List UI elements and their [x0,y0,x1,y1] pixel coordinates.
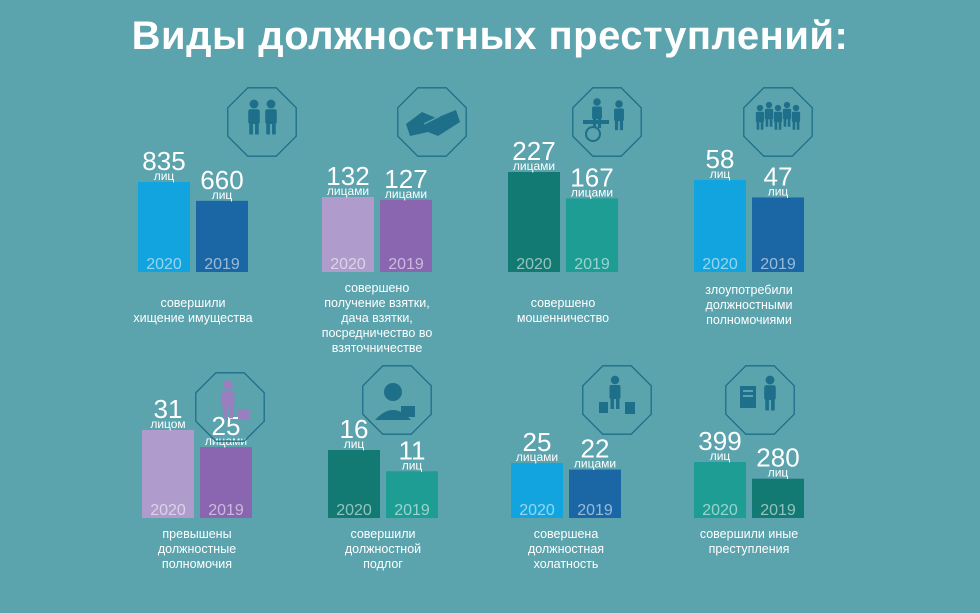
police-document-icon [725,365,795,435]
bar-value-label: 227 [512,136,555,166]
bar-unit-label: лицами [513,159,555,173]
bar-2020 [138,182,190,272]
bar-unit-label: лиц [768,184,789,198]
chart-description: превышены должностные полномочия [157,527,237,571]
chart-description: совершено получение взятки, дача взятки,… [321,281,433,355]
bar-year-label: 2020 [146,256,182,273]
bar-2020 [694,462,746,518]
bar-2019 [752,197,804,272]
bar-2019 [196,200,248,272]
bar-2019 [386,471,438,518]
bar-year-label: 2019 [760,502,796,519]
bar-value-label: 835 [142,146,185,176]
bar-value-label: 47 [764,161,793,191]
page-title: Виды должностных преступлений: [131,14,849,58]
officer-icon [362,365,432,435]
bar-year-label: 2020 [330,256,366,273]
bar-year-label: 2019 [204,256,240,273]
bar-unit-label: лиц [154,169,175,183]
bar-year-label: 2020 [150,502,186,519]
bar-unit-label: лиц [710,449,731,463]
bar-year-label: 2020 [702,502,738,519]
bar-2020 [694,180,746,272]
person-with-bags-icon [582,365,652,435]
bar-year-label: 2020 [519,502,555,519]
money-exchange-icon [572,87,642,157]
bar-unit-label: лицами [385,187,427,201]
bar-unit-label: лицом [150,417,185,431]
bar-unit-label: лиц [768,466,789,480]
bar-unit-label: лицами [327,184,369,198]
crowd-icon [743,87,813,157]
bar-unit-label: лицами [571,185,613,199]
bar-2019 [380,199,432,272]
bar-2020 [508,172,560,272]
bar-value-label: 16 [340,414,369,444]
bar-value-label: 167 [570,162,613,192]
icon-frame [397,87,467,157]
chart-description: совершили хищение имущества [133,296,253,325]
bar-value-label: 58 [706,144,735,174]
icon-frame [572,87,642,157]
bar-value-label: 280 [756,443,799,473]
chart-description: совершено мошенничество [516,296,610,325]
icon-frame [362,365,432,435]
bar-2020 [142,430,194,518]
two-people-icon [227,87,297,157]
bar-unit-label: лиц [344,437,365,451]
bar-year-label: 2019 [388,256,424,273]
icon-frame [227,87,297,157]
handshake-icon [397,87,467,157]
icon-frame [582,365,652,435]
businessman-icon [195,372,265,442]
bar-2020 [328,450,380,518]
bar-2019 [566,198,618,272]
bar-year-label: 2020 [336,502,372,519]
bar-value-label: 399 [698,426,741,456]
bar-year-label: 2019 [760,256,796,273]
bar-year-label: 2020 [702,256,738,273]
icon-frame [195,372,265,442]
bar-2019 [569,469,621,518]
bar-unit-label: лиц [212,188,233,202]
bar-2019 [752,478,804,518]
bar-2020 [322,197,374,272]
bar-value-label: 22 [581,434,610,464]
bar-value-label: 132 [326,161,369,191]
chart-description: совершили должностной подлог [344,527,422,571]
bar-year-label: 2019 [577,502,613,519]
bar-value-label: 31 [154,394,183,424]
chart-description: злоупотребили должностными полномочиями [705,283,793,327]
bar-unit-label: лицами [574,457,616,471]
bar-unit-label: лиц [710,167,731,181]
bar-2020 [511,463,563,518]
bar-year-label: 2020 [516,256,552,273]
chart-description: совершена должностная холатность [527,527,605,571]
bar-year-label: 2019 [574,256,610,273]
bar-value-label: 25 [523,427,552,457]
bar-unit-label: лиц [402,458,423,472]
bar-2019 [200,447,252,518]
bar-year-label: 2019 [208,502,244,519]
bar-unit-label: лицами [516,450,558,464]
bar-value-label: 127 [384,164,427,194]
bar-value-label: 11 [399,435,426,465]
bar-value-label: 660 [200,165,243,195]
icon-frame [725,365,795,435]
icon-frame [743,87,813,157]
bar-year-label: 2019 [394,502,430,519]
chart-description: совершили иные преступления [699,527,799,556]
